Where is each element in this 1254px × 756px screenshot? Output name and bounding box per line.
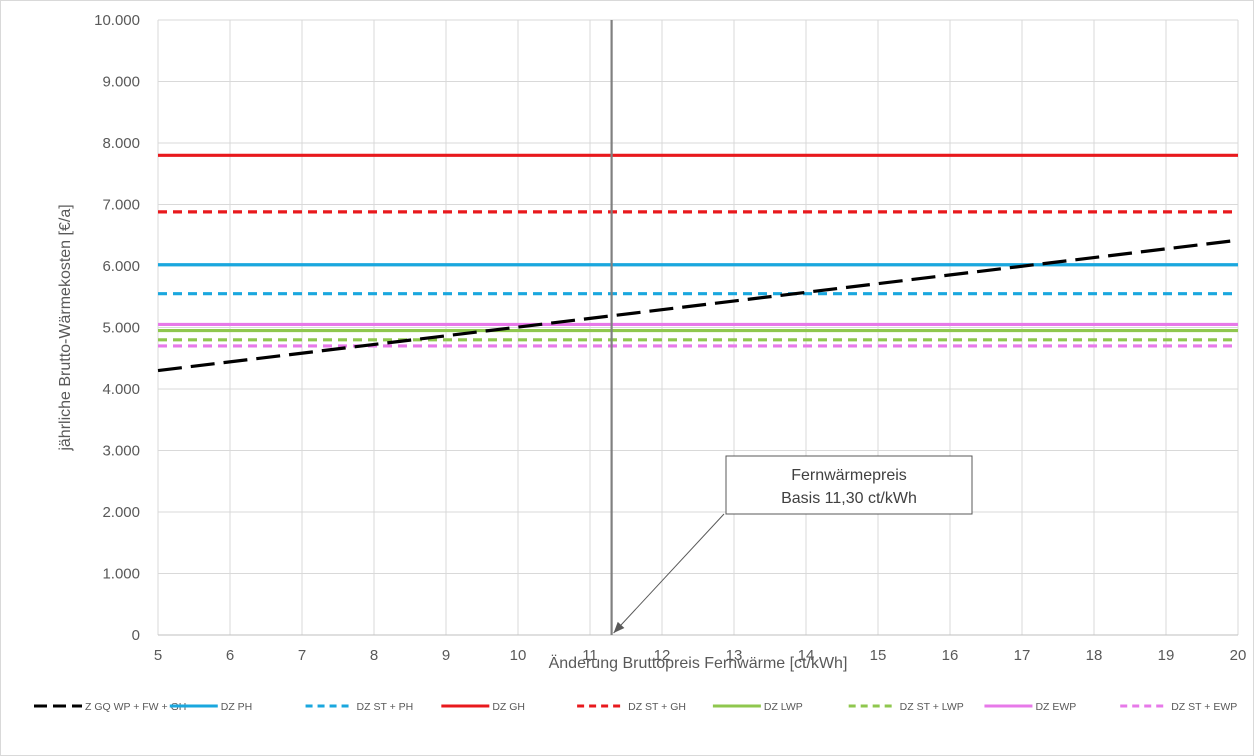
series-line-z-gq-wp-fw-gh [157,238,1239,373]
x-tick-label: 5 [154,647,162,664]
annotation-box [725,455,973,515]
x-tick-label: 12 [654,647,671,664]
x-tick-label: 10 [510,647,527,664]
legend-label: DZ EWP [1035,701,1076,713]
y-tick-label: 10.000 [94,12,140,29]
y-tick-label: 3.000 [102,443,140,460]
x-tick-label: 9 [442,647,450,664]
x-tick-label: 17 [1014,647,1031,664]
series-layer [157,153,1239,373]
x-tick-label: 19 [1158,647,1175,664]
y-tick-label: 9.000 [102,74,140,91]
y-tick-label: 2.000 [102,504,140,521]
tick-labels: 5 6 7 8 9 10 11 12 13 14 15 16 17 18 19 20 0 1.000 2.000 3.… [94,12,1246,664]
y-tick-label: 1.000 [102,566,140,583]
x-tick-label: 11 [582,647,598,664]
annotation-arrowhead [613,621,625,633]
annotation: Fernwärmepreis Basis 11,30 ct/kWh [613,455,973,634]
annotation-line-2: Basis 11,30 ct/kWh [781,490,917,507]
x-tick-label: 20 [1230,647,1247,664]
annotation-line-1: Fernwärmepreis [791,467,907,484]
y-tick-label: 0 [132,627,140,644]
y-tick-label: 7.000 [102,197,140,214]
annotation-arrow [613,513,725,634]
legend-label: DZ ST + EWP [1171,701,1237,713]
x-tick-label: 18 [1086,647,1103,664]
x-tick-label: 16 [942,647,959,664]
legend-label: DZ LWP [764,701,803,713]
legend-label: Z GQ WP + FW + GH [85,701,186,713]
legend-label: DZ ST + PH [357,701,414,713]
legend-label: DZ ST + GH [628,701,686,713]
x-tick-label: 6 [226,647,234,664]
x-tick-label: 13 [726,647,743,664]
x-tick-label: 14 [798,647,815,664]
legend-label: DZ ST + LWP [900,701,964,713]
y-tick-label: 4.000 [102,381,140,398]
legend-label: DZ GH [492,701,525,713]
legend-label: DZ PH [221,701,253,713]
x-tick-label: 8 [370,647,378,664]
x-axis-title: Änderung Bruttopreis Fernwärme [ct/kWh] [549,654,848,672]
y-tick-label: 5.000 [102,320,140,337]
y-tick-label: 8.000 [102,135,140,152]
y-tick-label: 6.000 [102,258,140,275]
legend: Z GQ WP + FW + GH DZ PH DZ ST + PH DZ GH DZ … [34,701,1237,713]
x-tick-label: 15 [870,647,887,664]
y-axis-title: jährliche Brutto-Wärmekosten [€/a] [57,204,74,451]
x-tick-label: 7 [298,647,306,664]
